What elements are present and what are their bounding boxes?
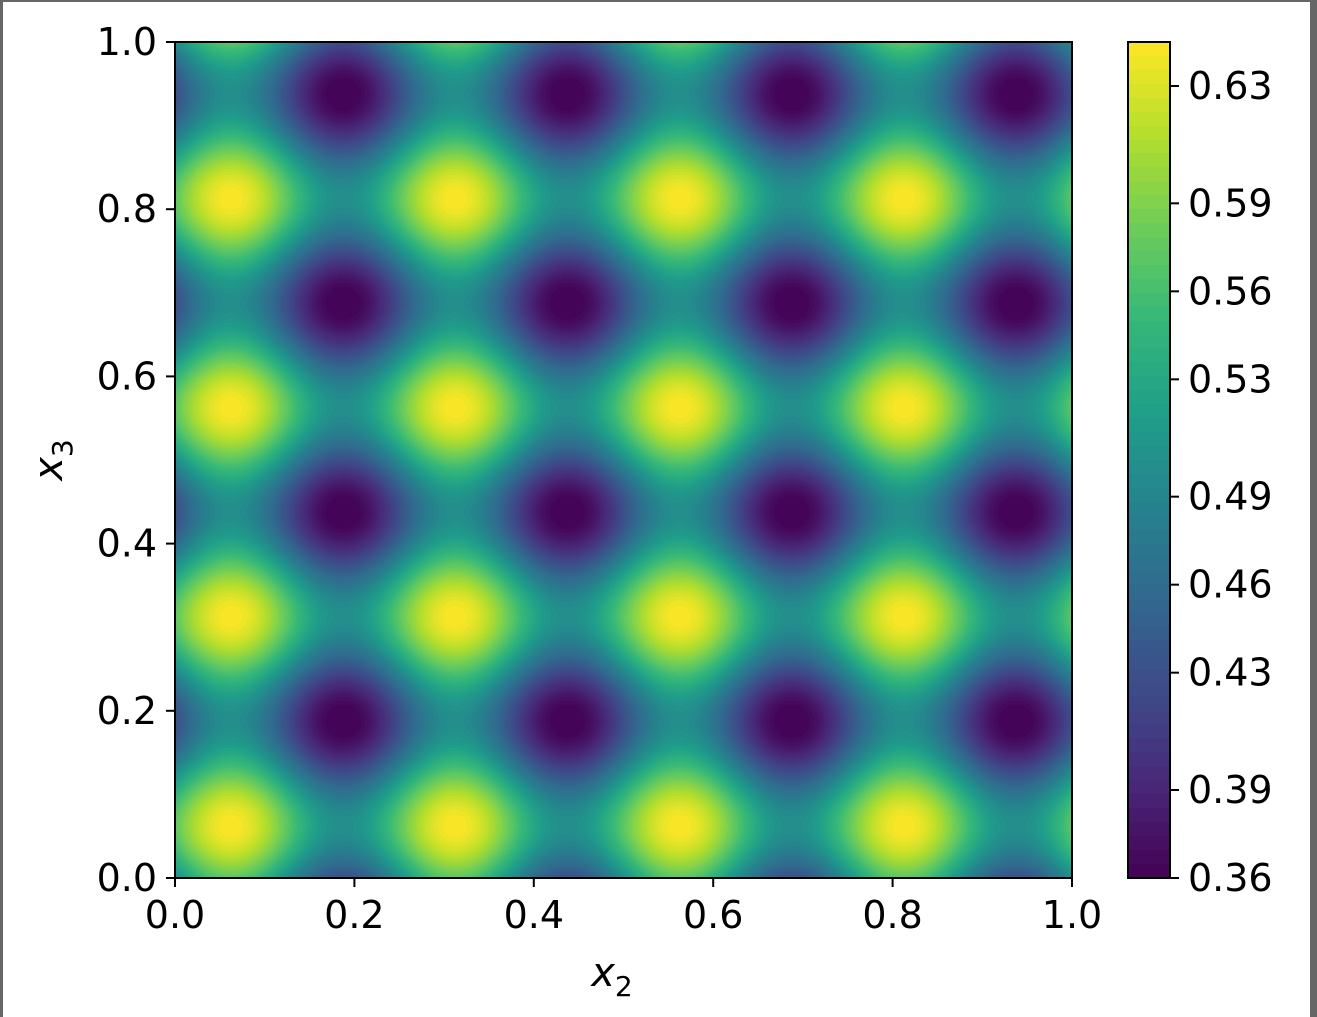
x-axis-label-base: x	[589, 950, 615, 996]
x-tick-label: 0.2	[324, 893, 384, 937]
colorbar-tick-label: 0.49	[1188, 475, 1273, 519]
y-axis-label: x3	[26, 439, 79, 483]
x-tick-label: 0.8	[862, 893, 922, 937]
colorbar-axis: 0.36 0.39 0.43 0.46 0.49 0.53 0.56 0.59 0.63	[1170, 64, 1273, 900]
colorbar-tick-label: 0.59	[1188, 181, 1273, 225]
colorbar-tick-label: 0.63	[1188, 64, 1273, 108]
colorbar-tick-label: 0.53	[1188, 357, 1273, 401]
colorbar-gradient	[1128, 42, 1170, 878]
y-axis-label-base: x	[26, 457, 72, 483]
y-tick-label: 0.4	[97, 522, 157, 566]
colorbar-tick-label: 0.36	[1188, 856, 1273, 900]
y-tick-label: 0.2	[97, 689, 157, 733]
x-axis-label: x2	[589, 950, 633, 1003]
x-axis-label-sub: 2	[615, 970, 633, 1003]
y-axis: 0.0 0.2 0.4 0.6 0.8 1.0	[97, 20, 175, 900]
y-tick-label: 1.0	[97, 20, 157, 64]
x-tick-label: 0.4	[504, 893, 564, 937]
colorbar-frame	[1127, 41, 1171, 879]
y-axis-label-sub: 3	[46, 439, 79, 457]
colorbar-tick-label: 0.56	[1188, 269, 1273, 313]
plot-frame	[174, 41, 1073, 879]
colorbar-tick-label: 0.39	[1188, 768, 1273, 812]
contour-field	[175, 42, 1072, 878]
y-tick-label: 0.8	[97, 187, 157, 231]
y-tick-label: 0.6	[97, 354, 157, 398]
x-tick-label: 0.0	[145, 893, 205, 937]
y-tick-label: 0.0	[97, 856, 157, 900]
colorbar-tick-label: 0.43	[1188, 651, 1273, 695]
x-tick-label: 1.0	[1042, 893, 1102, 937]
x-axis: 0.0 0.2 0.4 0.6 0.8 1.0	[145, 878, 1102, 937]
x-tick-label: 0.6	[683, 893, 743, 937]
colorbar-tick-label: 0.46	[1188, 563, 1273, 607]
